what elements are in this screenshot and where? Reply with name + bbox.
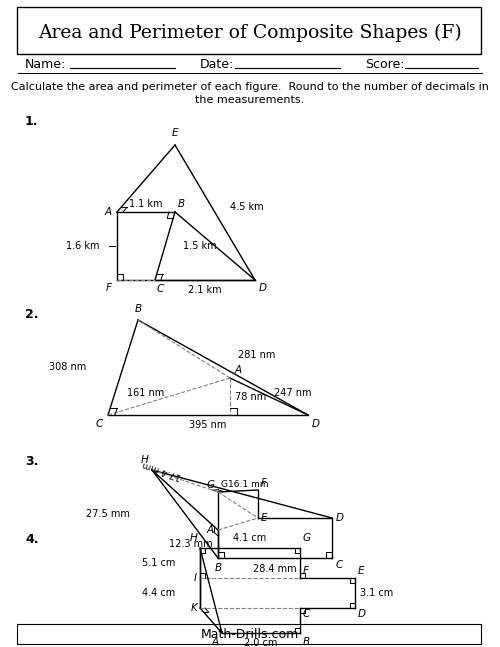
Text: F: F bbox=[303, 566, 309, 576]
Text: C: C bbox=[157, 284, 164, 294]
Text: 27.5 mm: 27.5 mm bbox=[86, 509, 130, 519]
Text: A: A bbox=[212, 637, 219, 647]
Text: D: D bbox=[336, 513, 344, 523]
Text: G16.1 mm: G16.1 mm bbox=[221, 480, 268, 489]
Text: F: F bbox=[261, 478, 267, 488]
Text: E: E bbox=[358, 566, 364, 576]
Text: 1.6 km: 1.6 km bbox=[66, 241, 99, 251]
Text: 78 nm: 78 nm bbox=[235, 391, 266, 402]
Text: 2.0 cm: 2.0 cm bbox=[244, 638, 278, 647]
Text: Score:: Score: bbox=[365, 58, 405, 72]
Text: C: C bbox=[303, 609, 310, 619]
FancyBboxPatch shape bbox=[17, 624, 481, 644]
Text: 1.1 km: 1.1 km bbox=[129, 199, 163, 209]
Text: H: H bbox=[189, 533, 197, 543]
Text: 161 nm: 161 nm bbox=[127, 388, 164, 399]
Text: I: I bbox=[194, 573, 197, 583]
Text: 1.5 km: 1.5 km bbox=[183, 241, 216, 251]
Text: Math-Drills.com: Math-Drills.com bbox=[201, 628, 299, 641]
Text: 4.1 cm: 4.1 cm bbox=[234, 533, 266, 543]
FancyBboxPatch shape bbox=[17, 7, 481, 54]
Text: E: E bbox=[172, 128, 178, 138]
Text: D: D bbox=[358, 609, 366, 619]
Text: A: A bbox=[207, 525, 214, 535]
Text: K: K bbox=[190, 603, 197, 613]
Text: 2.: 2. bbox=[25, 308, 38, 321]
Text: 12.3 mm: 12.3 mm bbox=[170, 539, 213, 549]
Text: 247 nm: 247 nm bbox=[274, 388, 312, 399]
Text: 4.4 cm: 4.4 cm bbox=[142, 588, 175, 598]
Text: 1.: 1. bbox=[25, 115, 38, 128]
Text: B: B bbox=[134, 304, 141, 314]
Text: Name:: Name: bbox=[25, 58, 66, 72]
Text: 281 nm: 281 nm bbox=[238, 349, 276, 360]
Text: 308 nm: 308 nm bbox=[49, 362, 86, 373]
Text: 4.: 4. bbox=[25, 533, 38, 546]
Text: B: B bbox=[214, 563, 222, 573]
Text: 395 nm: 395 nm bbox=[190, 420, 226, 430]
Text: Area and Perimeter of Composite Shapes (F): Area and Perimeter of Composite Shapes (… bbox=[38, 24, 462, 42]
Text: E: E bbox=[261, 513, 268, 523]
Text: C: C bbox=[336, 560, 343, 570]
Text: G: G bbox=[303, 533, 311, 543]
Text: 28.4 mm: 28.4 mm bbox=[253, 564, 297, 574]
Text: 3.1 cm: 3.1 cm bbox=[360, 588, 393, 598]
Text: F: F bbox=[106, 283, 112, 293]
Text: 4.5 km: 4.5 km bbox=[230, 203, 264, 212]
Text: C: C bbox=[96, 419, 103, 429]
Text: Calculate the area and perimeter of each figure.  Round to the number of decimal: Calculate the area and perimeter of each… bbox=[11, 82, 489, 92]
Text: 5.1 cm: 5.1 cm bbox=[142, 558, 175, 568]
Text: D: D bbox=[259, 283, 267, 293]
Text: 3.: 3. bbox=[25, 455, 38, 468]
Text: 17.4 mm: 17.4 mm bbox=[142, 460, 183, 481]
Text: G: G bbox=[207, 480, 215, 490]
Text: 2.1 km: 2.1 km bbox=[188, 285, 222, 295]
Text: D: D bbox=[312, 419, 320, 429]
Text: Date:: Date: bbox=[200, 58, 234, 72]
Text: the measurements.: the measurements. bbox=[196, 95, 304, 105]
Text: A: A bbox=[235, 365, 242, 375]
Text: B: B bbox=[303, 637, 310, 647]
Text: H: H bbox=[140, 455, 148, 465]
Text: B: B bbox=[178, 199, 185, 209]
Text: A: A bbox=[105, 207, 112, 217]
